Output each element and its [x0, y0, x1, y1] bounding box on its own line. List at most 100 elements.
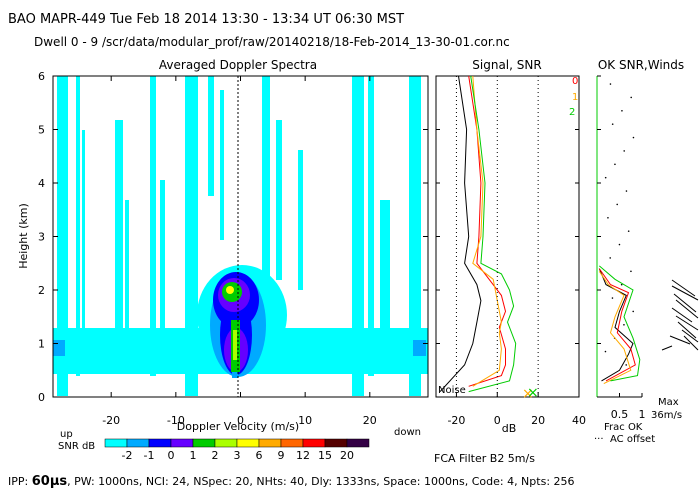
signal-axes: -20 0 20 40	[436, 75, 586, 427]
header-line1: BAO MAPR-449 Tue Feb 18 2014 13:30 - 13:…	[8, 12, 404, 27]
frac-ok-line-1	[598, 268, 636, 382]
ac-offset-dot	[625, 190, 628, 192]
snr-marker-orange: ×	[522, 386, 534, 402]
ac-offset-dots-icon: ···	[594, 434, 604, 445]
spectra-ytick-label: 5	[38, 124, 45, 137]
frac-ok-lines	[596, 76, 641, 397]
ac-offset-dots	[604, 83, 635, 366]
spectra-ytick-label: 2	[38, 284, 45, 297]
colorbar-swatch	[170, 438, 194, 448]
ok-winds-panel: OK SNR,Winds 0.5 1 Max 36m/s Frac OK ··· …	[594, 58, 699, 445]
ac-offset-dot	[609, 257, 611, 259]
colorbar-swatch	[192, 438, 216, 448]
signal-snr-panel: Signal, SNR -20 0 20 40 dB Noise 0 1 2 × ×	[435, 58, 586, 435]
frac-ok-line-3	[598, 265, 641, 382]
ac-offset-dot	[632, 136, 635, 139]
colorbar-swatch	[302, 438, 326, 448]
colorbar-value-label: 15	[318, 449, 332, 462]
colorbar-swatch	[214, 438, 238, 448]
ac-offset-dot	[618, 243, 621, 246]
ac-offset-label: AC offset	[610, 434, 655, 445]
ok-title: OK SNR,Winds	[598, 58, 684, 72]
spectra-xtick-label: 0	[237, 414, 244, 427]
noise-label: Noise	[438, 385, 466, 396]
colorbar-swatch	[258, 438, 282, 448]
colorbar-value-label: 3	[234, 449, 241, 462]
frac-ok-line-0	[598, 268, 634, 382]
wind-barbs	[661, 279, 699, 351]
max-label: Max	[658, 397, 679, 408]
spectra-axes: -20 -10 0 10 20 0 1 2 3 4 5 6	[38, 70, 428, 427]
ac-offset-dot	[616, 203, 618, 206]
colorbar-value-label: 12	[296, 449, 310, 462]
spectra-heatmap	[53, 76, 428, 397]
colorbar-swatch	[148, 438, 172, 448]
colorbar-down-label: down	[394, 427, 421, 438]
colorbar-swatch	[346, 438, 370, 448]
spectra-xtick-label: 20	[363, 414, 377, 427]
colorbar-values: -2 -1 0 1 2 3 6 9 12 15 20	[122, 449, 354, 462]
ac-offset-dot	[609, 83, 612, 85]
ac-offset-dot	[627, 230, 630, 232]
legend-series-1: 1	[572, 92, 578, 103]
signal-lines	[439, 75, 517, 393]
colorbar-value-label: 0	[168, 449, 175, 462]
signal-xtick-label: -20	[447, 414, 465, 427]
colorbar-swatch	[280, 438, 304, 448]
spectra-xtick-label: 10	[298, 414, 312, 427]
ac-offset-dot	[630, 270, 632, 273]
header-line2: Dwell 0 - 9 /scr/data/modular_prof/raw/2…	[34, 35, 510, 49]
colorbar-snr-label: SNR dB	[58, 441, 95, 452]
spectra-ytick-label: 3	[38, 231, 45, 244]
signal-series-line-3	[439, 75, 482, 392]
ac-offset-dot	[632, 310, 634, 313]
colorbar-value-label: 9	[278, 449, 285, 462]
snr-marker-green: ×	[527, 385, 539, 401]
signal-xtick-label: 0	[494, 414, 501, 427]
fca-filter-label: FCA Filter B2 5m/s	[434, 452, 535, 465]
ipp-value: 60	[32, 474, 50, 489]
frac-ok-label: Frac OK	[604, 422, 643, 433]
snr-colorbar: up down SNR dB -2 -1 0 1 2 3 6 9 12 15 20	[58, 427, 421, 462]
spectra-xtick-label: -20	[102, 414, 120, 427]
ac-offset-dot	[623, 323, 625, 326]
colorbar-value-label: -1	[144, 449, 155, 462]
colorbar-swatches	[104, 438, 370, 448]
ac-offset-dot	[623, 150, 625, 152]
ac-offset-dot	[604, 176, 607, 179]
colorbar-swatch	[324, 438, 348, 448]
legend-series-0: 0	[572, 76, 578, 87]
colorbar-swatch	[104, 438, 128, 448]
spectra-ytick-label: 6	[38, 70, 45, 83]
spectra-ytick-label: 0	[38, 391, 45, 404]
colorbar-value-label: 20	[340, 449, 354, 462]
signal-series-line-0	[468, 75, 507, 387]
signal-series-line-2	[468, 75, 517, 393]
ac-offset-dot	[614, 163, 616, 166]
ac-offset-dot	[625, 364, 627, 366]
max-value: 36m/s	[651, 410, 682, 421]
ok-xtick-label: 1	[639, 408, 646, 421]
colorbar-value-label: 6	[256, 449, 263, 462]
ok-xtick-label: 0.5	[611, 408, 629, 421]
colorbar-up-label: up	[60, 429, 73, 440]
spectra-xtick-label: -10	[167, 414, 185, 427]
ac-offset-dot	[611, 123, 614, 125]
ipp-label: IPP:	[8, 475, 32, 488]
signal-title: Signal, SNR	[472, 58, 541, 72]
colorbar-value-label: 2	[212, 449, 219, 462]
spectra-panel: Averaged Doppler Spectra	[17, 58, 429, 433]
ac-offset-dot	[607, 216, 609, 219]
legend-series-2: 2	[569, 107, 575, 118]
signal-xtick-label: 40	[572, 414, 586, 427]
spectra-ylabel: Height (km)	[17, 203, 30, 269]
ac-offset-dot	[611, 297, 614, 299]
ipp-unit: μs	[50, 474, 68, 489]
signal-xtick-label: 20	[531, 414, 545, 427]
frac-ok-line-2	[598, 271, 632, 385]
spectra-xlabel: Doppler Velocity (m/s)	[177, 420, 299, 433]
signal-xlabel: dB	[502, 422, 517, 435]
ac-offset-dot	[621, 109, 623, 112]
